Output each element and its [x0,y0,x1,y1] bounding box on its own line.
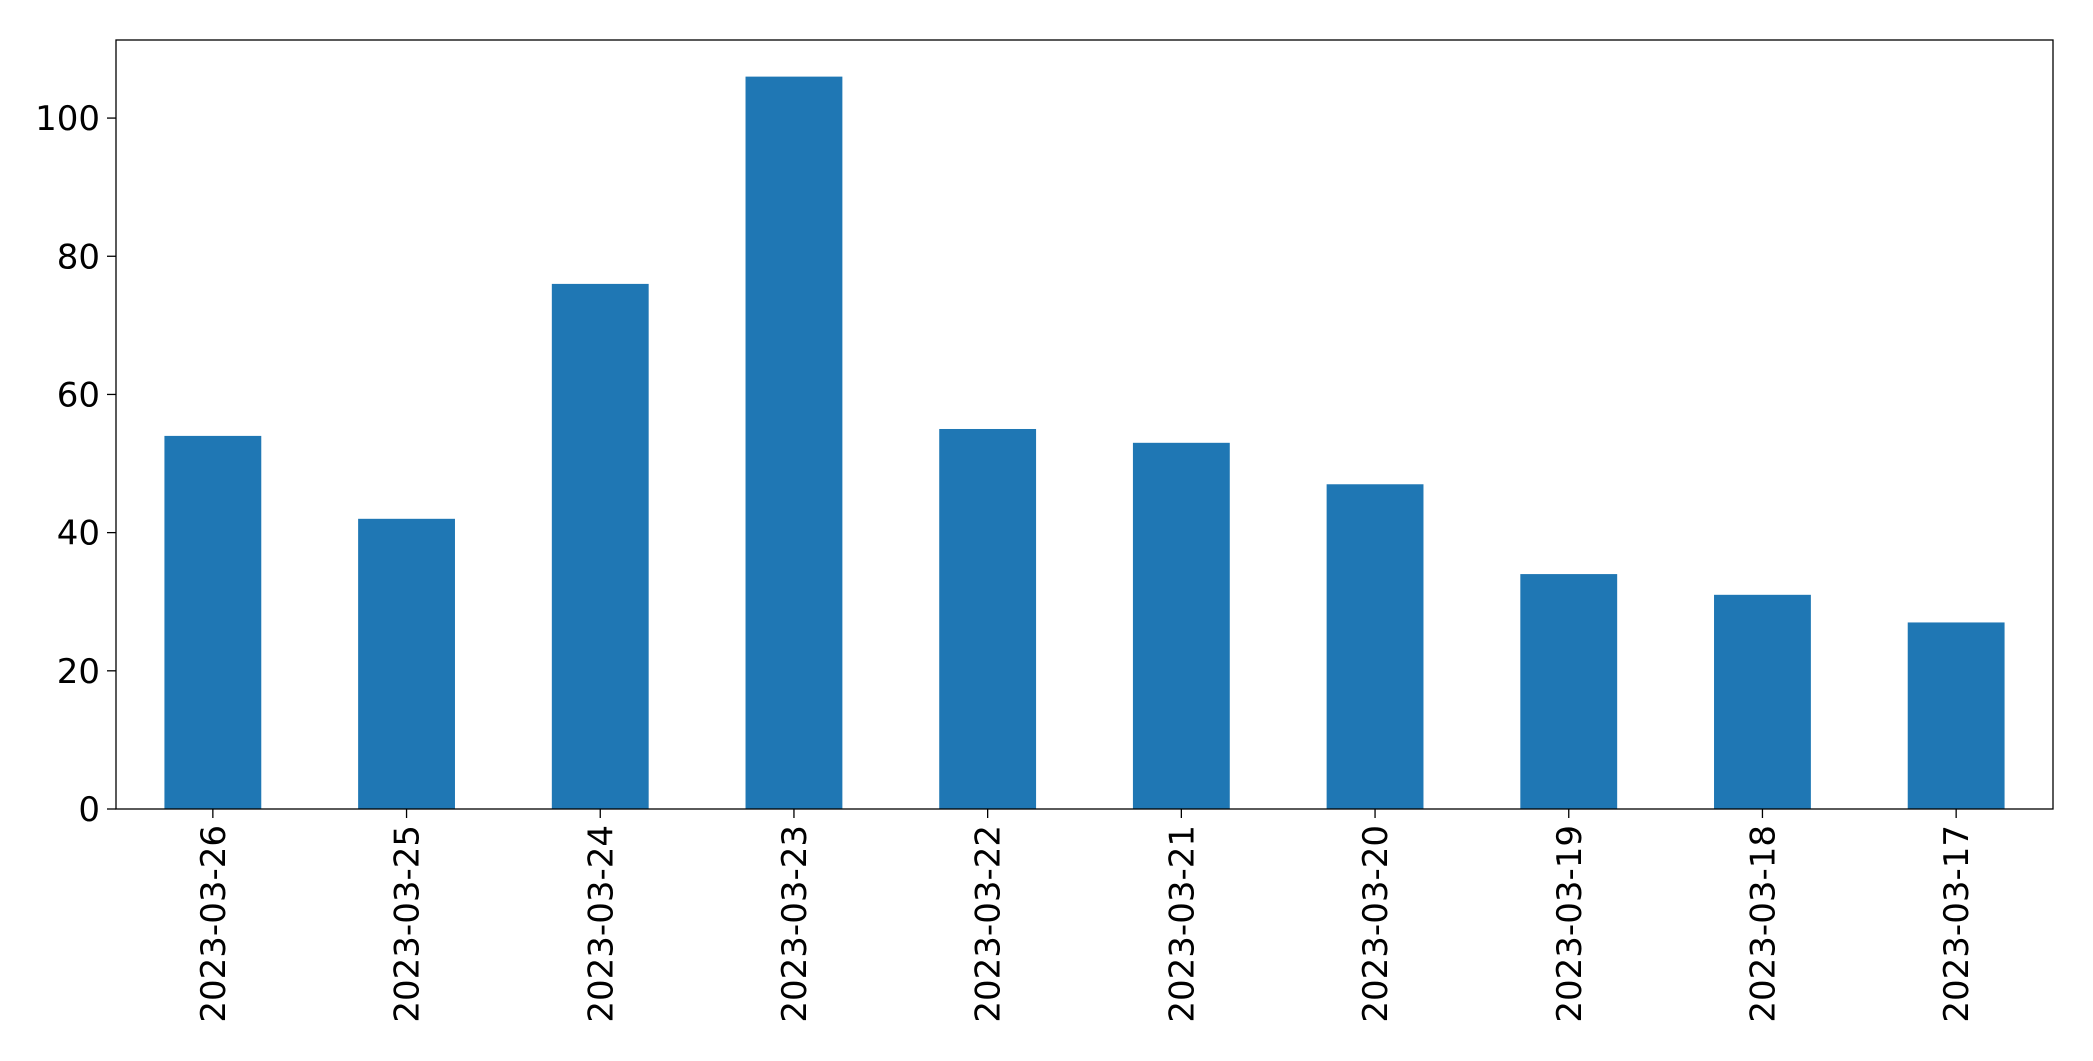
x-tick-label: 2023-03-23 [775,825,815,1023]
bar [745,76,843,810]
x-tick-label: 2023-03-21 [1162,825,1202,1023]
plot-frame [115,39,2054,810]
x-tick-label: 2023-03-17 [1937,825,1977,1023]
bar [1714,594,1811,809]
x-tick-label: 2023-03-20 [1356,825,1396,1023]
y-tick-label: 0 [78,790,100,830]
x-tick-label: 2023-03-18 [1743,825,1783,1023]
y-tick-label: 80 [57,237,100,277]
x-tick-label: 2023-03-19 [1550,825,1590,1023]
bar [1132,442,1230,809]
y-tick-label: 100 [35,99,100,139]
bar [1907,622,2005,809]
y-tick-label: 60 [57,375,100,415]
x-tick-label: 2023-03-25 [388,825,428,1023]
bar [551,283,649,809]
bar [164,435,262,809]
bar [358,518,455,809]
x-tick-label: 2023-03-26 [194,825,234,1023]
bar [1520,574,1618,809]
y-tick-label: 40 [57,514,100,554]
y-tick-label: 20 [57,652,100,692]
x-tick-label: 2023-03-22 [969,825,1009,1023]
x-tick-label: 2023-03-24 [581,825,621,1023]
bar [939,428,1037,809]
bar [1326,484,1424,809]
